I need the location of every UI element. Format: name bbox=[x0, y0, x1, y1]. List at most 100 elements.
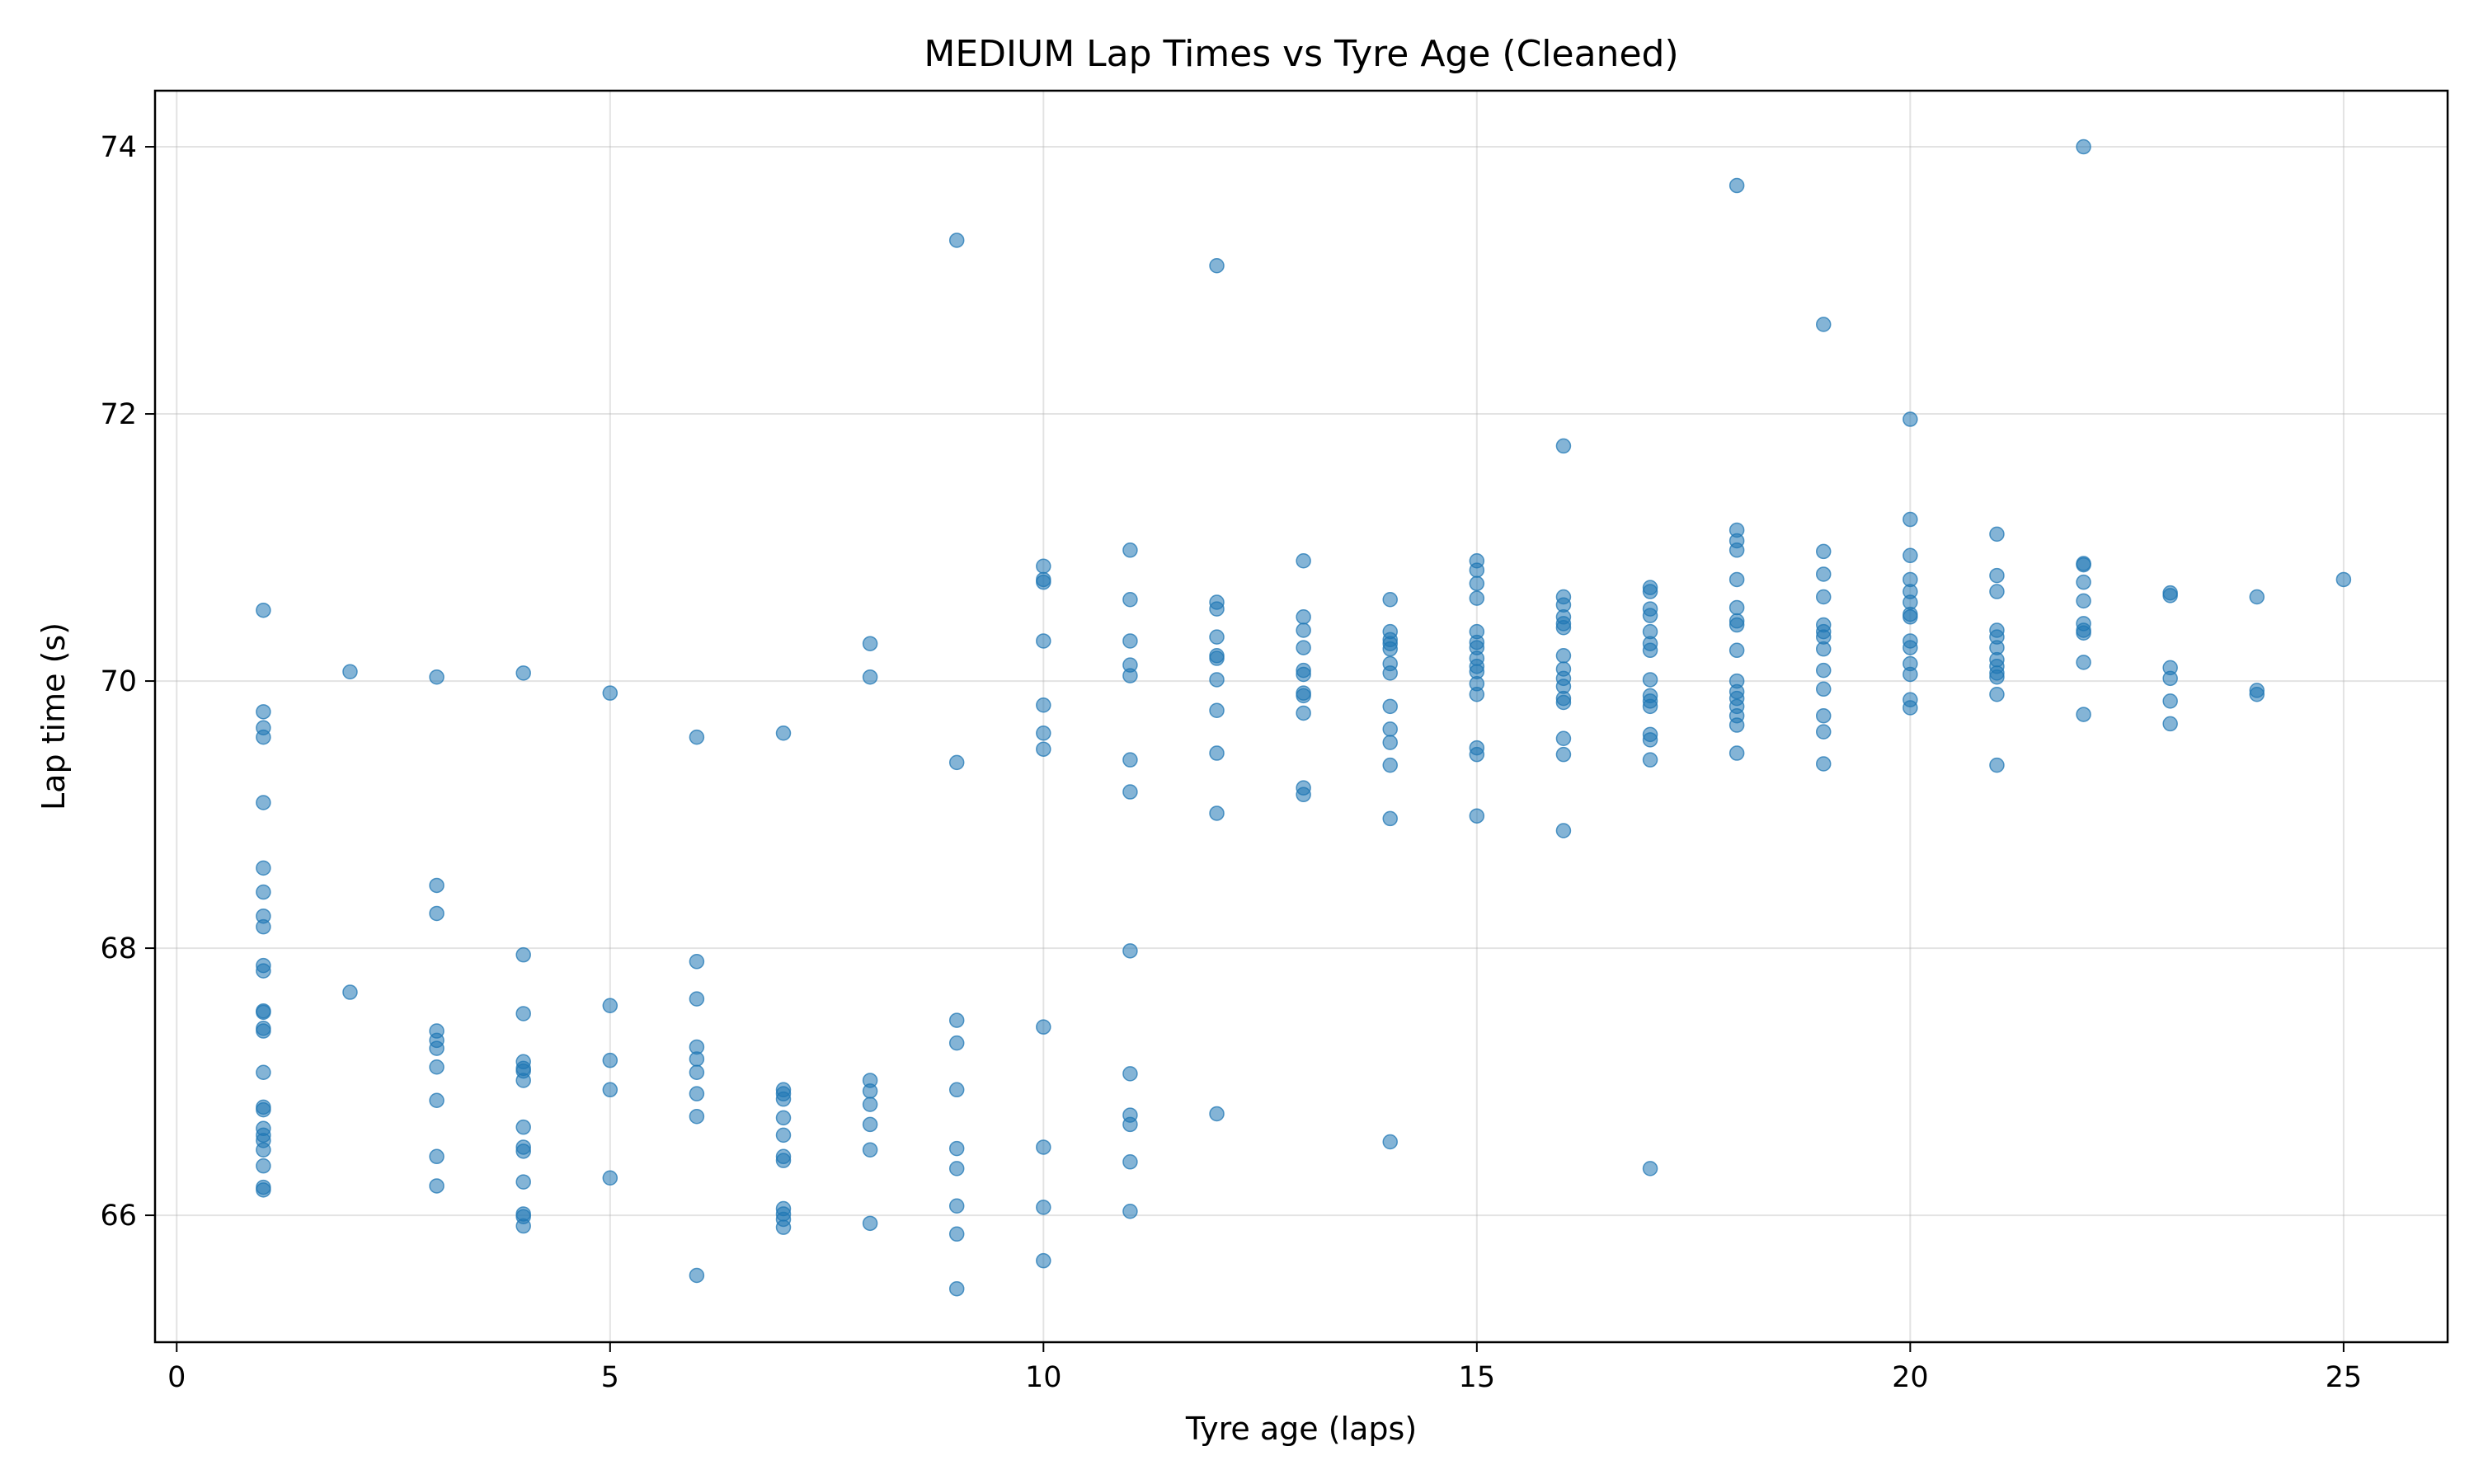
data-point bbox=[256, 860, 271, 876]
data-point bbox=[1642, 1161, 1658, 1176]
data-point bbox=[256, 1158, 271, 1174]
data-point bbox=[1036, 1200, 1051, 1215]
data-point bbox=[862, 669, 878, 685]
data-point bbox=[1122, 633, 1138, 649]
data-point bbox=[515, 1073, 531, 1088]
data-point bbox=[948, 754, 965, 771]
data-point bbox=[1296, 705, 1311, 721]
data-point bbox=[2162, 716, 2178, 732]
data-point bbox=[948, 1012, 965, 1028]
data-point bbox=[1296, 609, 1311, 625]
data-point bbox=[429, 669, 444, 685]
data-point bbox=[1469, 562, 1485, 578]
data-point bbox=[1036, 726, 1051, 741]
data-point bbox=[689, 991, 705, 1007]
data-point bbox=[1209, 1106, 1225, 1122]
data-point bbox=[1989, 757, 2005, 773]
data-point bbox=[429, 877, 444, 894]
data-point bbox=[1816, 707, 1832, 724]
data-point bbox=[948, 1161, 965, 1176]
data-point bbox=[1903, 547, 1918, 564]
data-point bbox=[515, 946, 531, 963]
data-point bbox=[602, 1052, 618, 1068]
data-point bbox=[256, 884, 271, 900]
data-point bbox=[1729, 642, 1745, 659]
data-point bbox=[775, 1153, 792, 1168]
data-point bbox=[256, 602, 271, 618]
data-point bbox=[1209, 702, 1225, 718]
data-point bbox=[1816, 566, 1832, 582]
data-point bbox=[948, 1226, 965, 1242]
data-point bbox=[1816, 317, 1832, 332]
data-point bbox=[1729, 177, 1745, 194]
chart-title: MEDIUM Lap Times vs Tyre Age (Cleaned) bbox=[924, 33, 1678, 75]
data-point bbox=[1989, 567, 2005, 584]
data-point bbox=[2162, 588, 2178, 603]
data-point bbox=[602, 1170, 618, 1186]
data-point bbox=[1816, 589, 1832, 605]
data-point bbox=[1209, 257, 1225, 274]
data-point bbox=[948, 1035, 965, 1051]
data-point bbox=[2249, 589, 2265, 605]
x-tick-label: 25 bbox=[2326, 1361, 2363, 1394]
data-point bbox=[1209, 745, 1225, 761]
data-point bbox=[256, 1004, 271, 1021]
data-point bbox=[256, 1182, 271, 1198]
data-point bbox=[1382, 810, 1398, 827]
data-point bbox=[1296, 688, 1311, 704]
data-point bbox=[1209, 601, 1225, 617]
data-point bbox=[1555, 648, 1572, 664]
data-point bbox=[948, 1082, 965, 1098]
data-point bbox=[1382, 641, 1398, 657]
data-point bbox=[2335, 571, 2352, 588]
data-point bbox=[2162, 670, 2178, 687]
data-point bbox=[775, 1127, 792, 1144]
data-point bbox=[515, 1218, 531, 1234]
data-point bbox=[1555, 694, 1572, 711]
axis-ticks: 0 5 10 15 20 25 66 68 70 72 74 bbox=[100, 131, 2362, 1394]
data-point bbox=[775, 1091, 792, 1107]
data-point bbox=[429, 1092, 444, 1109]
data-point bbox=[602, 998, 618, 1013]
data-point bbox=[602, 685, 618, 701]
data-point bbox=[1642, 608, 1658, 623]
x-tick-label: 5 bbox=[601, 1361, 619, 1394]
data-point bbox=[1122, 784, 1138, 800]
data-point bbox=[689, 729, 705, 745]
data-point bbox=[862, 1097, 878, 1112]
data-point bbox=[1382, 757, 1398, 773]
data-point bbox=[256, 795, 271, 810]
data-point bbox=[1555, 620, 1572, 636]
data-point bbox=[1122, 668, 1138, 683]
x-axis-label: Tyre age (laps) bbox=[1185, 1411, 1417, 1447]
data-point bbox=[1122, 943, 1138, 959]
data-point bbox=[1209, 805, 1225, 821]
data-point bbox=[1209, 650, 1225, 666]
data-point bbox=[1989, 687, 2005, 702]
data-point bbox=[342, 984, 358, 1000]
y-axis-label: Lap time (s) bbox=[35, 622, 72, 810]
plot-frame bbox=[153, 89, 2449, 1344]
data-point bbox=[1036, 697, 1051, 713]
data-point bbox=[1122, 752, 1138, 768]
data-point bbox=[1642, 584, 1658, 599]
data-point bbox=[256, 1142, 271, 1158]
data-point bbox=[256, 1064, 271, 1080]
y-tick-label: 74 bbox=[100, 131, 137, 164]
data-point bbox=[689, 1051, 705, 1067]
data-point bbox=[862, 636, 878, 651]
data-point bbox=[515, 1174, 531, 1190]
data-point bbox=[1122, 1154, 1138, 1170]
data-point bbox=[256, 918, 271, 935]
data-point bbox=[1989, 526, 2005, 542]
data-point bbox=[1036, 1252, 1051, 1269]
data-point bbox=[1382, 591, 1398, 608]
data-point bbox=[1036, 1139, 1051, 1155]
data-point bbox=[1555, 823, 1572, 838]
data-point bbox=[1382, 735, 1398, 750]
data-point bbox=[862, 1116, 878, 1133]
data-point bbox=[1036, 574, 1051, 590]
data-point bbox=[1729, 617, 1745, 633]
data-points bbox=[256, 139, 2352, 1297]
